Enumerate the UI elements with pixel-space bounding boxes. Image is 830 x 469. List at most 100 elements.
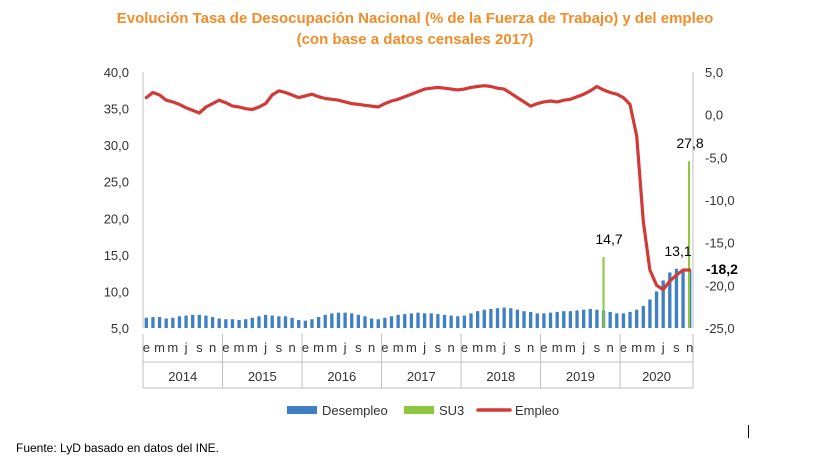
left-axis-tick-label: 5,0 <box>111 321 129 336</box>
desempleo-bar <box>416 312 420 328</box>
x-tick-label-month: s <box>276 340 283 355</box>
desempleo-bar <box>217 318 221 328</box>
desempleo-bar <box>210 317 215 328</box>
left-axis-tick-label: 30,0 <box>104 138 129 153</box>
desempleo-bar <box>429 313 433 328</box>
desempleo-bar <box>184 315 188 328</box>
x-tick-label-month: m <box>472 340 483 355</box>
x-tick-label-month: n <box>288 340 295 355</box>
desempleo-bar <box>144 317 148 328</box>
x-tick-label-month: m <box>485 340 496 355</box>
right-axis-tick-label: -25,0 <box>705 321 735 336</box>
desempleo-bar <box>403 314 407 328</box>
desempleo-bar <box>449 315 453 328</box>
x-tick-label-month: n <box>686 340 693 355</box>
desempleo-bar <box>204 315 208 328</box>
right-axis-tick-label: -20,0 <box>705 278 735 293</box>
desempleo-bar <box>263 314 268 328</box>
desempleo-bar <box>509 308 513 328</box>
right-axis-tick-label: -15,0 <box>705 236 735 251</box>
left-axis-tick-label: 15,0 <box>104 248 129 263</box>
x-tick-label-month: s <box>514 340 521 355</box>
desempleo-bar <box>164 318 168 328</box>
desempleo-bar <box>582 309 586 328</box>
x-tick-label-month: j <box>661 340 665 355</box>
desempleo-bar <box>250 317 254 328</box>
desempleo-bar <box>648 299 652 328</box>
x-tick-label-month: s <box>435 340 442 355</box>
data-label: -18,2 <box>706 261 738 277</box>
x-tick-label-month: m <box>406 340 417 355</box>
x-tick-label-month: j <box>263 340 267 355</box>
desempleo-bar <box>674 268 679 328</box>
x-tick-label-month: m <box>326 340 337 355</box>
desempleo-bar <box>654 291 659 328</box>
legend-label-desempleo: Desempleo <box>322 403 388 418</box>
desempleo-bar <box>456 316 460 328</box>
chart-title-line-2: (con base a datos censales 2017) <box>296 31 534 48</box>
desempleo-bar <box>422 313 427 328</box>
desempleo-bar <box>542 313 546 328</box>
desempleo-bar <box>628 311 632 328</box>
x-tick-label-month: n <box>527 340 534 355</box>
x-tick-label-month: m <box>313 340 324 355</box>
su3-bar <box>688 161 691 328</box>
chart-title: Evolución Tasa de Desocupación Nacional … <box>0 8 830 50</box>
desempleo-bar <box>303 320 308 328</box>
desempleo-bar <box>495 308 500 328</box>
right-axis-tick-label: -5,0 <box>705 150 727 165</box>
x-tick-label-month: n <box>368 340 375 355</box>
x-tick-label-month: e <box>222 340 229 355</box>
x-tick-label-year: 2018 <box>486 369 515 384</box>
desempleo-bar <box>336 312 341 328</box>
desempleo-bar <box>230 319 235 328</box>
x-tick-label-month: e <box>302 340 309 355</box>
desempleo-bar <box>316 317 321 328</box>
desempleo-bar <box>270 315 274 328</box>
desempleo-bar <box>177 316 182 328</box>
right-axis-tick-label: 0,0 <box>705 108 723 123</box>
x-tick-label-month: m <box>234 340 245 355</box>
desempleo-bar <box>575 310 579 328</box>
x-tick-label-month: e <box>143 340 150 355</box>
desempleo-bar <box>383 317 387 328</box>
desempleo-bar <box>482 309 486 328</box>
data-label: 14,7 <box>595 231 622 247</box>
right-axis-tick-label: -10,0 <box>705 193 735 208</box>
desempleo-bar <box>462 315 467 328</box>
desempleo-bar <box>151 317 155 328</box>
data-label: 27,8 <box>676 135 703 151</box>
desempleo-bar <box>661 280 665 328</box>
desempleo-bar <box>562 311 566 328</box>
x-tick-label-year: 2017 <box>407 369 436 384</box>
desempleo-bar <box>191 314 195 328</box>
desempleo-bar <box>363 316 367 328</box>
desempleo-bar <box>290 317 294 328</box>
empleo-line <box>144 84 692 292</box>
desempleo-bar <box>310 319 314 328</box>
desempleo-bar <box>502 307 506 328</box>
x-tick-label-month: m <box>247 340 258 355</box>
x-tick-label-month: e <box>620 340 627 355</box>
su3-bar <box>602 257 605 328</box>
desempleo-bar <box>237 319 241 328</box>
desempleo-bar <box>297 319 301 328</box>
x-tick-label-month: s <box>594 340 601 355</box>
left-axis-tick-label: 40,0 <box>104 65 129 80</box>
desempleo-bar <box>350 313 354 328</box>
desempleo-bar <box>681 269 685 328</box>
desempleo-bar <box>244 319 248 328</box>
desempleo-bar <box>369 318 374 328</box>
chart-title-line-1: Evolución Tasa de Desocupación Nacional … <box>116 10 714 27</box>
x-tick-label-year: 2016 <box>327 369 356 384</box>
x-tick-label-month: s <box>196 340 203 355</box>
legend-label-su3: SU3 <box>439 403 464 418</box>
x-tick-label-month: e <box>540 340 547 355</box>
left-axis-tick-label: 20,0 <box>104 211 129 226</box>
x-tick-label-year: 2015 <box>248 369 277 384</box>
desempleo-bar <box>548 312 553 328</box>
x-tick-label-month: m <box>154 340 165 355</box>
desempleo-bar <box>615 313 619 328</box>
x-tick-label-year: 2019 <box>566 369 595 384</box>
